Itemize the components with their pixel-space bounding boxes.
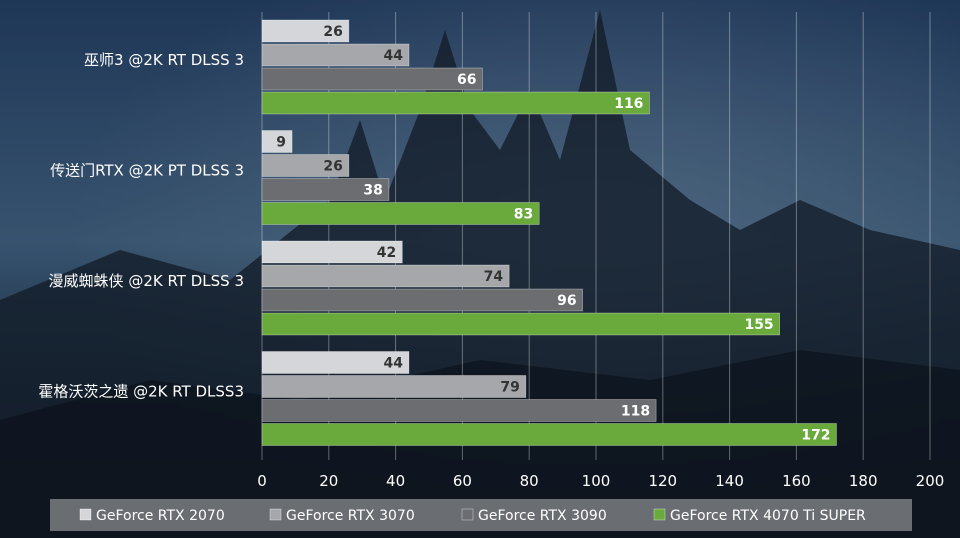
category-labels: 巫师3 @2K RT DLSS 3 传送门RTX @2K PT DLSS 3 漫威蜘…: [38, 51, 244, 401]
bar: [261, 264, 510, 288]
bar-value-label: 44: [383, 356, 403, 372]
legend-label: GeForce RTX 3090: [478, 508, 607, 524]
bar-value-label: 172: [801, 428, 830, 444]
bar: [261, 312, 781, 336]
x-tick-label: 20: [319, 472, 338, 490]
legend-swatch: [269, 508, 282, 521]
bar-value-label: 9: [276, 135, 286, 151]
bar: [261, 351, 410, 374]
x-tick-label: 140: [715, 472, 744, 490]
bar: [261, 178, 390, 201]
bar: [261, 288, 583, 312]
x-tick-label: 60: [453, 472, 472, 490]
bar: [261, 154, 350, 177]
legend-label: GeForce RTX 4070 Ti SUPER: [670, 508, 866, 524]
category-label: 传送门RTX @2K PT DLSS 3: [50, 162, 244, 180]
bar: [261, 19, 350, 43]
legend: GeForce RTX 2070 GeForce RTX 3070 GeForce …: [50, 499, 912, 531]
bar: [261, 91, 650, 115]
bar-value-label: 155: [744, 317, 773, 333]
category-label: 漫威蜘蛛侠 @2K RT DLSS 3: [49, 272, 244, 290]
bar-value-label: 74: [484, 269, 504, 285]
bar: [261, 240, 403, 264]
x-tick-label: 40: [386, 472, 405, 490]
x-tick-label: 160: [782, 472, 811, 490]
bar-value-label: 116: [614, 96, 643, 112]
bar: [261, 67, 483, 91]
x-tick-label: 100: [582, 472, 611, 490]
bar-value-label: 96: [557, 293, 576, 309]
category-label: 巫师3 @2K RT DLSS 3: [84, 51, 244, 69]
x-tick-label: 120: [648, 472, 677, 490]
legend-label: GeForce RTX 2070: [96, 508, 225, 524]
bar-value-label: 26: [323, 159, 342, 175]
x-tick-label: 200: [916, 472, 945, 490]
bar-value-label: 66: [457, 72, 476, 88]
bar-value-label: 38: [363, 183, 382, 199]
legend-label: GeForce RTX 3070: [286, 508, 415, 524]
legend-swatch: [461, 508, 474, 521]
bar: [261, 130, 293, 153]
bar: [261, 399, 657, 422]
x-tick-label: 80: [520, 472, 539, 490]
bar: [261, 423, 837, 446]
x-tick-label: 180: [849, 472, 878, 490]
bar: [261, 43, 410, 67]
bar-value-label: 118: [621, 404, 650, 420]
legend-background: [50, 499, 912, 531]
category-label: 霍格沃茨之遗 @2K RT DLSS3: [38, 383, 244, 401]
bar-value-label: 83: [514, 207, 533, 223]
bar-value-label: 44: [383, 48, 403, 64]
bar: [261, 202, 540, 225]
bar: [261, 375, 527, 398]
x-tick-label: 0: [257, 472, 267, 490]
x-axis-tick-labels: 0 20 40 60 80 100 120 140 160 180 200: [257, 472, 944, 490]
chart-bars: 26 44 66 116 9 26 38 83 42 74 96 155 44 79 118 172: [261, 19, 837, 446]
bar-value-label: 42: [377, 245, 396, 261]
bar-value-label: 26: [323, 24, 342, 40]
bar-value-label: 79: [500, 380, 519, 396]
legend-swatch: [653, 508, 666, 521]
legend-swatch: [79, 508, 92, 521]
